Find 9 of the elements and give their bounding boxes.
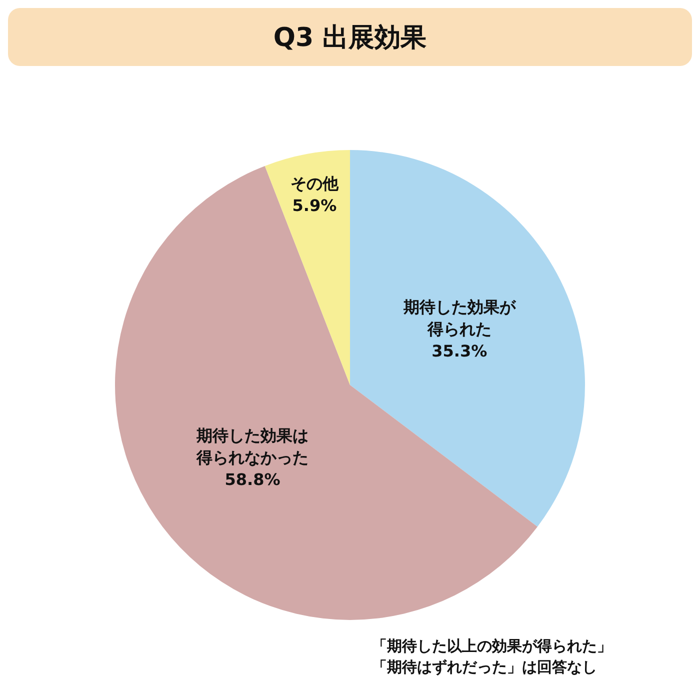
slice-label: 期待した効果は得られなかった [196,426,309,467]
text: 「期待した以上の効果が得られた」 [372,636,612,657]
data-label: 5.9% [292,196,337,215]
data-label: 35.3% [432,342,488,361]
chart-title: Q3 出展効果 [8,8,692,66]
slice-label: その他 [290,174,340,193]
slice-label: 期待した効果が得られた [402,298,516,339]
text: 「期待はずれだった」は回答なし [372,657,598,678]
data-label: 58.8% [224,470,280,489]
